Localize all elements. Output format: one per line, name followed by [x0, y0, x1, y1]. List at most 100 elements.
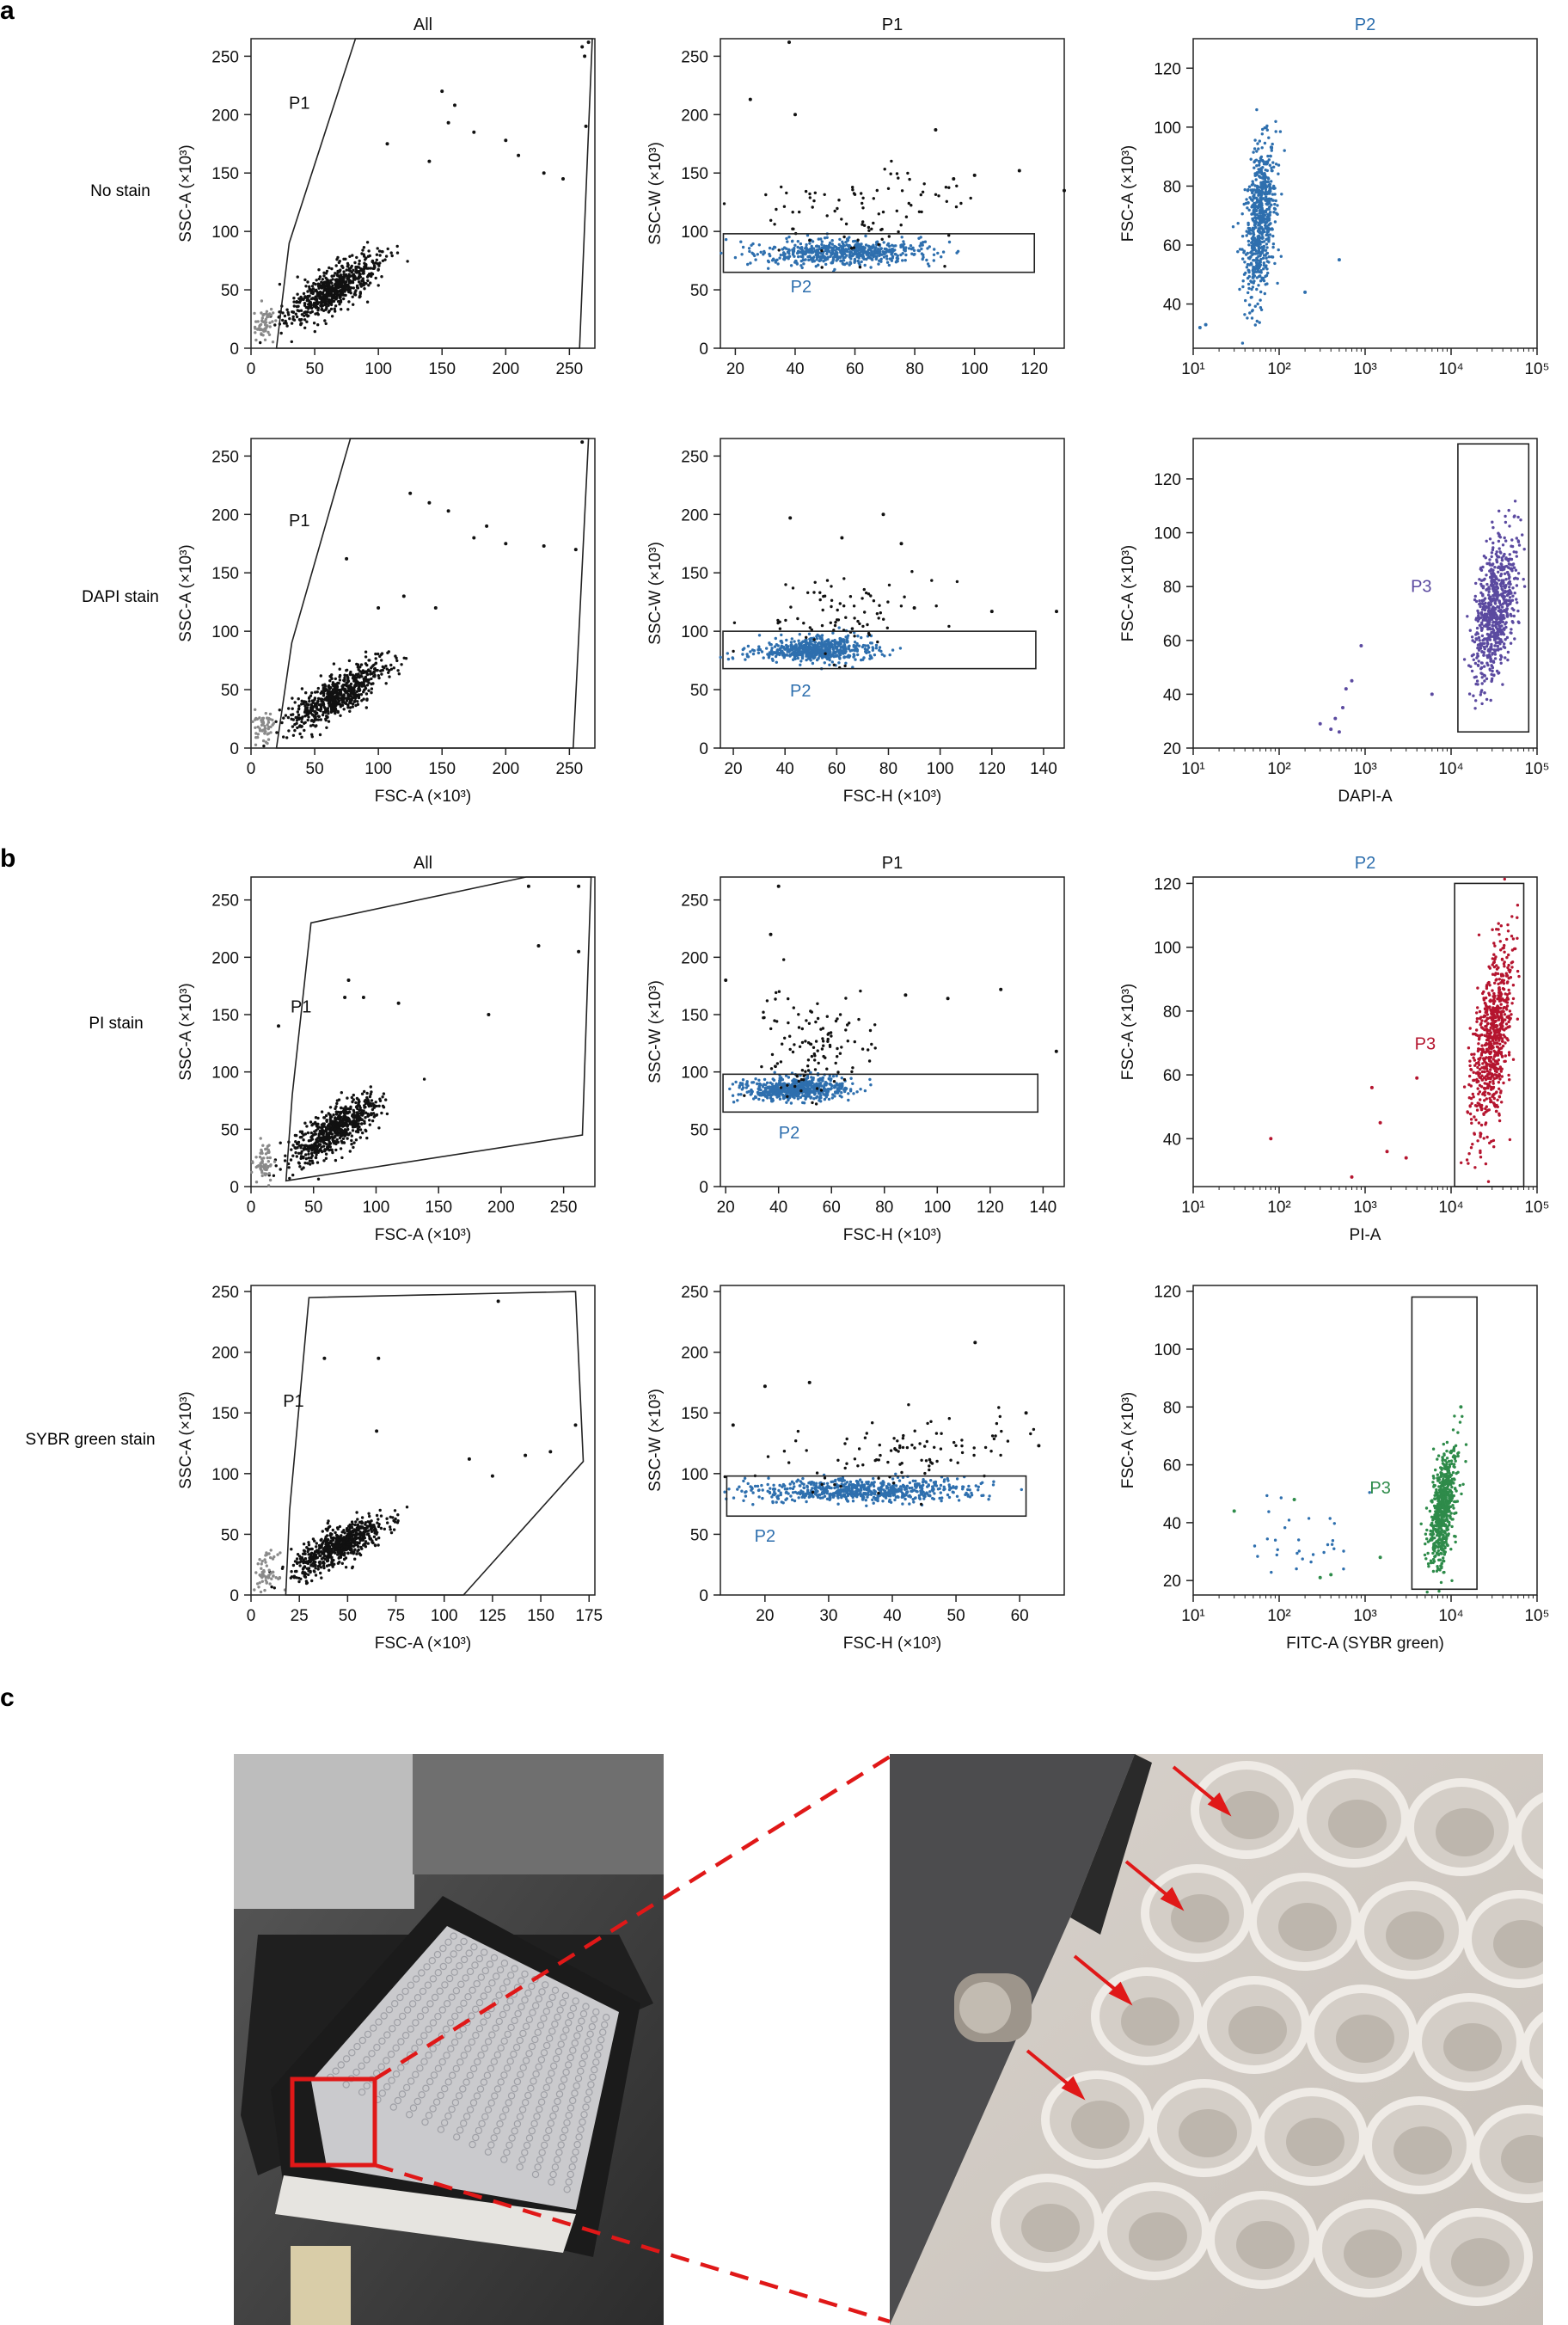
data-point — [367, 284, 371, 287]
data-point — [264, 730, 267, 733]
data-point — [760, 650, 764, 653]
data-point — [821, 652, 824, 655]
data-point — [824, 652, 827, 655]
data-point — [1491, 610, 1495, 614]
data-point — [1283, 149, 1286, 152]
data-point — [295, 1133, 298, 1138]
data-point — [874, 643, 879, 647]
x-tick-label: 150 — [425, 1199, 452, 1217]
data-point — [1259, 306, 1263, 310]
data-point — [346, 706, 350, 709]
data-point — [1491, 659, 1496, 663]
data-point — [1500, 558, 1504, 562]
data-point — [787, 252, 791, 255]
data-point — [261, 334, 265, 337]
data-point — [389, 251, 393, 255]
data-point — [797, 255, 800, 259]
data-point — [781, 248, 785, 251]
data-point — [1258, 274, 1261, 279]
data-point — [878, 646, 882, 649]
data-point — [1480, 627, 1484, 630]
data-point — [1510, 631, 1513, 635]
data-point — [842, 577, 846, 580]
data-point — [1476, 654, 1480, 658]
data-point — [375, 253, 379, 256]
data-point — [377, 1126, 381, 1130]
data-point — [320, 1126, 323, 1130]
data-point — [1350, 678, 1354, 683]
data-point — [367, 681, 371, 684]
data-point — [373, 675, 377, 678]
data-point — [959, 201, 963, 206]
data-point — [897, 176, 900, 180]
data-point — [303, 278, 307, 282]
data-point — [842, 256, 845, 260]
data-point — [1254, 158, 1259, 162]
y-tick-label: 250 — [681, 48, 708, 66]
data-point — [1487, 586, 1491, 589]
data-point — [1242, 251, 1246, 255]
data-point — [1481, 586, 1485, 590]
data-point — [1261, 248, 1265, 252]
data-point — [359, 285, 363, 288]
data-point — [883, 654, 886, 658]
data-point — [860, 250, 863, 254]
data-point — [786, 240, 789, 243]
data-point — [1483, 691, 1486, 695]
data-point — [878, 648, 881, 652]
data-point — [837, 661, 841, 665]
data-point — [334, 264, 338, 267]
data-point — [298, 1165, 302, 1169]
data-point — [376, 262, 379, 266]
data-point — [1262, 240, 1266, 243]
data-point — [1491, 621, 1495, 624]
data-point — [805, 654, 808, 658]
data-point — [362, 246, 366, 249]
x-tick-label: 250 — [556, 360, 584, 378]
data-point — [299, 309, 303, 312]
data-point — [1491, 546, 1495, 549]
data-point — [1512, 614, 1516, 618]
data-point — [304, 1144, 308, 1147]
data-point — [353, 291, 357, 294]
data-point — [807, 258, 811, 262]
data-point — [303, 326, 307, 329]
data-point — [1479, 667, 1483, 671]
data-point — [899, 253, 903, 257]
data-point — [789, 641, 793, 644]
data-point — [860, 192, 863, 195]
data-point — [342, 273, 346, 276]
data-point — [1514, 568, 1518, 572]
data-point — [1499, 574, 1503, 578]
data-point — [786, 653, 789, 657]
data-point — [1505, 635, 1510, 640]
data-point — [314, 312, 317, 316]
data-point — [1491, 653, 1494, 656]
data-point — [855, 641, 859, 646]
data-point — [319, 691, 322, 695]
data-point — [853, 193, 857, 196]
data-point — [1236, 222, 1240, 225]
data-point — [890, 159, 893, 163]
data-point — [873, 653, 877, 657]
data-point — [326, 707, 330, 710]
data-point — [832, 663, 836, 666]
data-point — [1474, 682, 1478, 686]
data-point — [291, 315, 295, 319]
data-point — [1272, 165, 1276, 169]
data-point — [375, 258, 378, 261]
data-point — [350, 1095, 353, 1100]
data-point — [374, 276, 377, 280]
data-point — [933, 248, 936, 251]
data-point — [796, 251, 800, 255]
data-point — [389, 663, 393, 667]
data-point — [823, 661, 826, 665]
data-point — [1231, 225, 1235, 229]
data-point — [848, 253, 852, 256]
data-point — [1249, 157, 1253, 161]
data-point — [873, 248, 877, 251]
data-point — [1482, 653, 1485, 657]
data-point — [891, 250, 895, 254]
data-point — [404, 657, 408, 660]
data-point — [851, 186, 854, 189]
